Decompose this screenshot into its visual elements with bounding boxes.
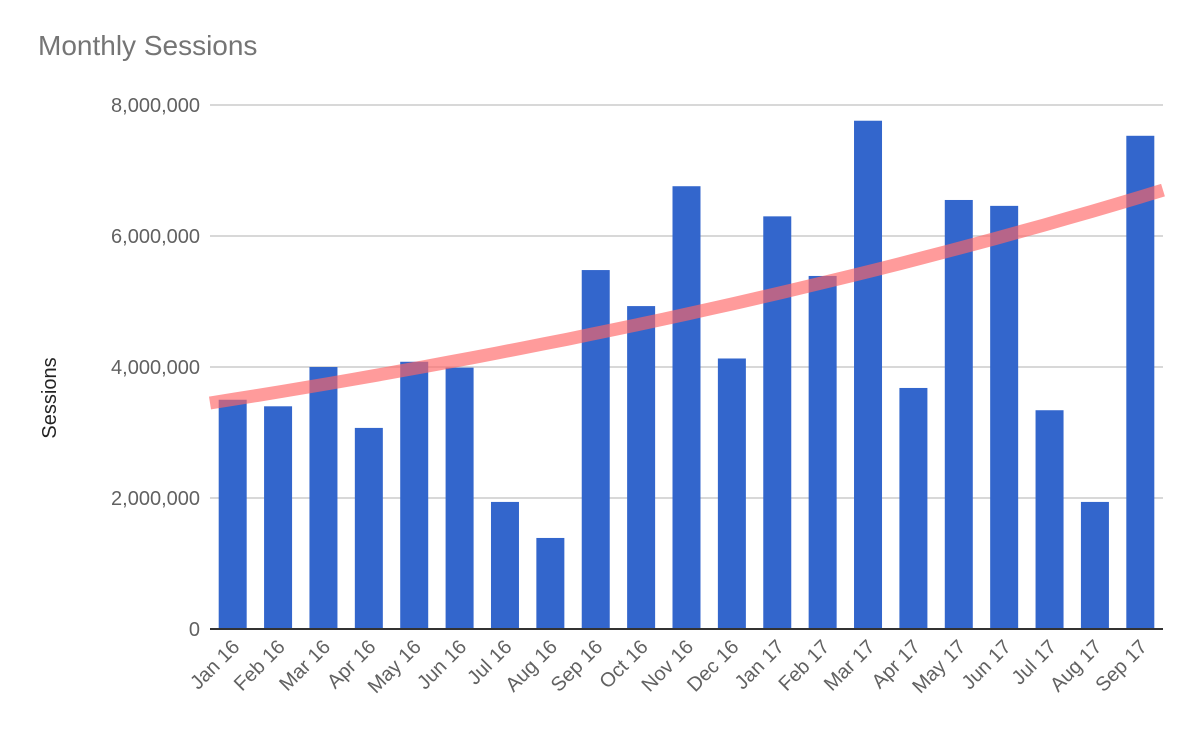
x-tick-label: Mar 17 xyxy=(820,636,880,696)
bar xyxy=(581,270,610,629)
x-tick-label: Dec 16 xyxy=(683,636,743,696)
bar xyxy=(400,361,429,629)
x-tick-label: Sep 17 xyxy=(1091,636,1151,696)
bar xyxy=(1126,135,1155,629)
y-tick-label: 4,000,000 xyxy=(111,357,200,379)
bar xyxy=(490,501,519,629)
bar xyxy=(627,306,656,629)
x-tick-label: Sep 16 xyxy=(547,636,607,696)
trend-line xyxy=(208,183,1165,410)
bar xyxy=(1080,501,1109,629)
bar xyxy=(536,537,565,629)
bar xyxy=(944,199,973,629)
bar xyxy=(808,275,837,629)
bar xyxy=(445,367,474,629)
bar xyxy=(309,367,338,629)
bars xyxy=(218,120,1155,629)
bar xyxy=(672,186,701,629)
x-tick-label: Jun 16 xyxy=(413,636,471,694)
bar xyxy=(717,358,746,629)
bar xyxy=(1035,410,1064,629)
bar xyxy=(854,120,883,629)
y-tick-label: 8,000,000 xyxy=(111,95,200,117)
y-axis-title: Sessions xyxy=(39,357,61,438)
bar xyxy=(264,406,293,629)
bar xyxy=(899,387,928,629)
bar xyxy=(354,427,383,629)
bar xyxy=(990,205,1019,629)
chart-title: Monthly Sessions xyxy=(38,30,258,61)
y-tick-label: 2,000,000 xyxy=(111,488,200,510)
x-tick-label: Jun 17 xyxy=(958,636,1016,694)
x-tick-label: Mar 16 xyxy=(275,636,335,696)
bar xyxy=(763,216,792,629)
bar xyxy=(218,399,247,629)
y-tick-label: 6,000,000 xyxy=(111,226,200,248)
trendline xyxy=(208,183,1165,410)
y-tick-label: 0 xyxy=(189,619,200,641)
